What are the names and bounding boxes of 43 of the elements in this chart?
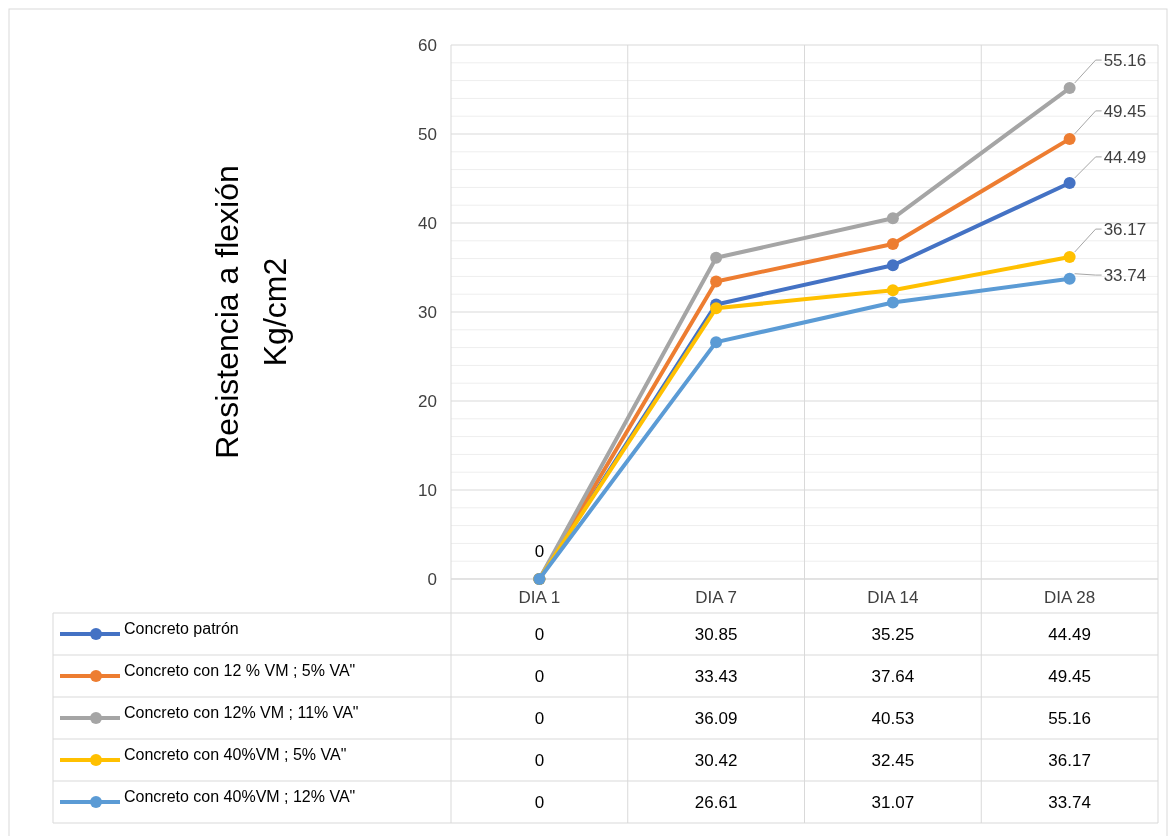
data-label: 55.16	[1048, 708, 1091, 728]
y-tick-label: 50	[418, 124, 437, 144]
y-tick-label: 0	[427, 569, 437, 589]
data-label: 35.25	[871, 624, 915, 644]
data-label: 0	[534, 750, 545, 770]
data-label: 49.45	[1048, 666, 1091, 686]
legend-label: Concreto con 40%VM ; 12% VA"	[124, 788, 356, 805]
data-label: 0	[534, 624, 545, 644]
annotation: 44.49	[1103, 147, 1147, 167]
data-label: 33.43	[694, 666, 738, 686]
annotation: 36.17	[1103, 220, 1147, 240]
data-label: 0	[534, 792, 545, 812]
annotation: 0	[534, 542, 545, 561]
legend-label: Concreto con 12 % VM ; 5% VA"	[124, 662, 356, 679]
x-tick-label: DIA 1	[518, 588, 561, 607]
x-tick-label: DIA 28	[1044, 588, 1096, 607]
legend-label: Concreto con 40%VM ; 5% VA"	[124, 746, 347, 763]
data-label: 44.49	[1048, 624, 1091, 644]
data-label: 40.53	[871, 708, 915, 728]
legend-label: Concreto con 12% VM ; 11% VA"	[124, 704, 359, 721]
y-tick-label: 40	[418, 213, 437, 233]
data-label: 36.09	[694, 708, 738, 728]
y-tick-label: 10	[418, 480, 437, 500]
data-label: 31.07	[871, 792, 915, 812]
annotation: 55.16	[1103, 51, 1147, 71]
x-tick-label: DIA 7	[695, 588, 737, 607]
y-tick-label: 30	[418, 302, 437, 322]
data-label: 36.17	[1048, 750, 1091, 770]
data-label: 30.42	[694, 750, 738, 770]
data-label: 0	[534, 708, 545, 728]
data-label: 30.85	[694, 624, 738, 644]
data-label: 0	[534, 666, 545, 686]
y-axis-title: Resistencia a flexión Kg/cm2	[209, 165, 293, 459]
data-label: 32.45	[871, 750, 915, 770]
data-label: 26.61	[694, 792, 738, 812]
annotation: 49.45	[1103, 101, 1147, 121]
y-tick-label: 20	[418, 391, 437, 411]
y-tick-label: 60	[418, 35, 437, 55]
legend-label: Concreto patrón	[124, 620, 239, 637]
data-label: 37.64	[871, 666, 915, 686]
x-tick-label: DIA 14	[867, 588, 919, 607]
data-label: 33.74	[1048, 792, 1091, 812]
annotation: 33.74	[1103, 266, 1147, 286]
